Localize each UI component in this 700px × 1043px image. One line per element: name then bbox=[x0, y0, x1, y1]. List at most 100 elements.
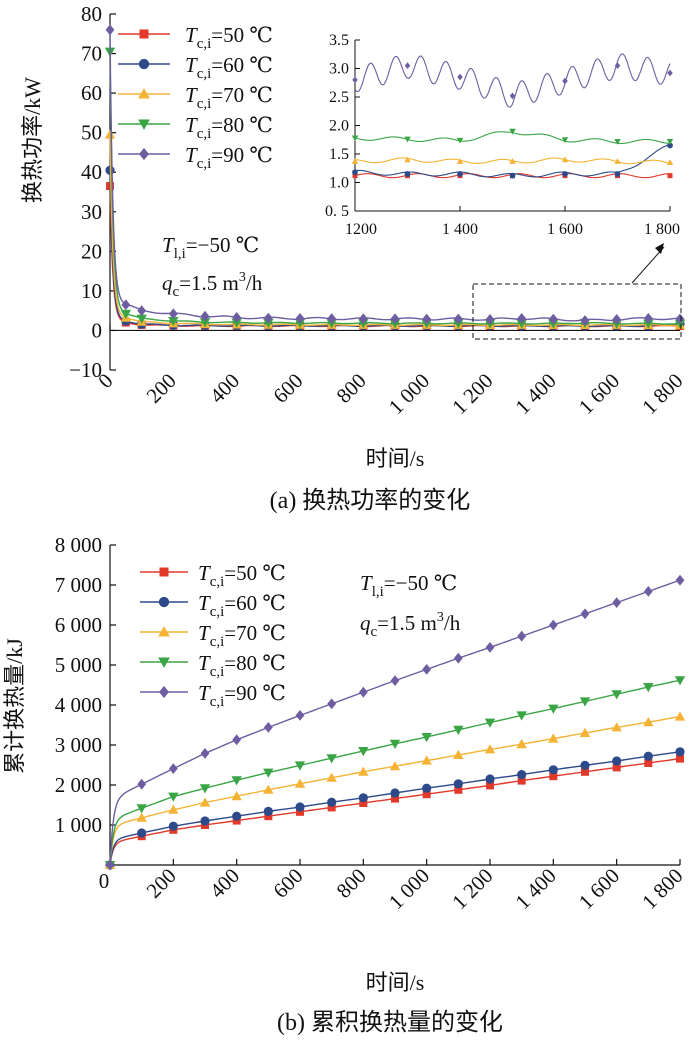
data-point bbox=[326, 754, 337, 764]
data-point bbox=[389, 739, 401, 749]
inset-data-point bbox=[562, 77, 568, 85]
inset-y-tick-label: 3.0 bbox=[329, 61, 349, 78]
data-point bbox=[168, 763, 178, 774]
data-point bbox=[327, 313, 337, 324]
series-line bbox=[109, 579, 681, 866]
inset-data-point bbox=[666, 159, 674, 166]
data-point bbox=[612, 314, 622, 325]
inset-x-tick-label: 1 400 bbox=[442, 221, 478, 238]
legend-label-symbol: T bbox=[185, 143, 198, 167]
data-point bbox=[453, 652, 463, 664]
data-point bbox=[644, 759, 653, 767]
data-point bbox=[611, 690, 622, 700]
data-point bbox=[263, 806, 273, 817]
condition-temperature-subscript: l,i bbox=[372, 584, 384, 600]
legend-label-symbol: T bbox=[198, 561, 211, 585]
data-point bbox=[453, 779, 463, 789]
condition-flow: qc=1.5 m3/h bbox=[162, 270, 263, 300]
data-point bbox=[358, 747, 369, 757]
condition-flow-superscript: 3 bbox=[239, 270, 246, 285]
data-point bbox=[453, 749, 464, 759]
data-point bbox=[580, 315, 590, 326]
data-point bbox=[199, 797, 211, 807]
inset-x-tick-label: 1 600 bbox=[547, 221, 583, 238]
data-point bbox=[422, 790, 431, 799]
data-point bbox=[231, 318, 242, 328]
inset: 0. 5 1.0 1.5 2.0 2.5 3.0 3.5 1200 1 400 1 600 1 80… bbox=[325, 32, 680, 238]
legend-marker bbox=[139, 29, 149, 39]
data-point bbox=[548, 765, 558, 775]
data-point bbox=[136, 804, 147, 814]
data-point bbox=[674, 676, 686, 686]
data-point bbox=[548, 704, 559, 714]
legend-label-value: =60 ℃ bbox=[211, 53, 273, 77]
data-point bbox=[580, 608, 590, 620]
data-point bbox=[517, 630, 527, 642]
series-group bbox=[104, 24, 686, 331]
data-point bbox=[675, 747, 685, 757]
x-axis-label: 时间/s bbox=[366, 446, 425, 471]
inset-data-point bbox=[404, 171, 411, 177]
zoom-box bbox=[472, 283, 682, 340]
legend-marker bbox=[158, 596, 170, 608]
series-line bbox=[109, 715, 681, 866]
inset-background bbox=[353, 36, 674, 215]
x-tick-label: 200 bbox=[142, 369, 181, 408]
data-point bbox=[484, 744, 496, 754]
y-tick-label: 0 bbox=[92, 318, 103, 342]
legend-marker bbox=[158, 626, 170, 637]
data-point bbox=[231, 791, 242, 801]
data-point bbox=[422, 783, 432, 793]
data-point bbox=[327, 797, 337, 807]
condition-flow: qc=1.5 m3/h bbox=[360, 610, 461, 640]
legend-marker bbox=[139, 147, 149, 161]
condition-flow-symbol: q bbox=[162, 271, 173, 295]
legend: Tc,i=50 ℃Tc,i=60 ℃Tc,i=70 ℃Tc,i=80 ℃Tc,i… bbox=[140, 561, 286, 710]
legend-label-symbol: T bbox=[185, 83, 198, 107]
legend-label: Tc,i=50 ℃ bbox=[198, 561, 286, 590]
x-tick-label: 0 bbox=[99, 869, 110, 893]
legend-label-subscript: c,i bbox=[210, 634, 225, 650]
inset-data-point bbox=[456, 137, 464, 144]
y-tick-label: 20 bbox=[81, 239, 102, 263]
data-point bbox=[675, 313, 685, 325]
x-tick-label: 1 200 bbox=[447, 864, 497, 914]
inset-data-point bbox=[352, 76, 358, 84]
inset-x-tick-label: 1200 bbox=[345, 221, 377, 238]
data-point bbox=[326, 772, 337, 782]
y-tick-label: 50 bbox=[81, 121, 102, 145]
legend-label-subscript: c,i bbox=[197, 96, 212, 112]
data-point bbox=[612, 597, 622, 608]
y-tick-label: 60 bbox=[81, 81, 102, 105]
data-point bbox=[295, 710, 305, 721]
x-tick-label: 1 200 bbox=[447, 369, 497, 419]
data-point bbox=[643, 717, 654, 727]
y-tick-label: 80 bbox=[81, 2, 102, 26]
y-tick-label: 6 000 bbox=[55, 613, 102, 637]
zoom-arrowhead bbox=[655, 243, 664, 254]
data-point bbox=[263, 784, 274, 794]
x-tick-label: 800 bbox=[332, 369, 371, 408]
data-point bbox=[294, 778, 306, 788]
data-point bbox=[485, 774, 495, 784]
data-point bbox=[612, 756, 622, 766]
y-tick-label: 4 000 bbox=[55, 693, 102, 717]
inset-data-point bbox=[561, 137, 569, 143]
zoom-arrow bbox=[631, 246, 665, 284]
inset-data-point bbox=[509, 128, 516, 135]
data-point bbox=[168, 821, 178, 831]
condition-flow-subscript: c bbox=[173, 284, 180, 300]
data-point bbox=[200, 816, 210, 826]
data-point bbox=[105, 24, 115, 36]
legend-label-subscript: c,i bbox=[210, 664, 225, 680]
condition-flow-value: =1.5 m bbox=[179, 271, 239, 295]
inset-y-tick-label: 0. 5 bbox=[325, 203, 349, 220]
data-point bbox=[232, 311, 242, 323]
legend-label-value: =50 ℃ bbox=[211, 23, 273, 47]
condition-flow-unit: /h bbox=[444, 611, 461, 635]
data-point bbox=[643, 586, 653, 597]
data-point bbox=[643, 683, 654, 693]
x-tick-label: 600 bbox=[268, 864, 307, 903]
data-point bbox=[580, 760, 590, 771]
condition-flow-unit: /h bbox=[246, 271, 263, 295]
